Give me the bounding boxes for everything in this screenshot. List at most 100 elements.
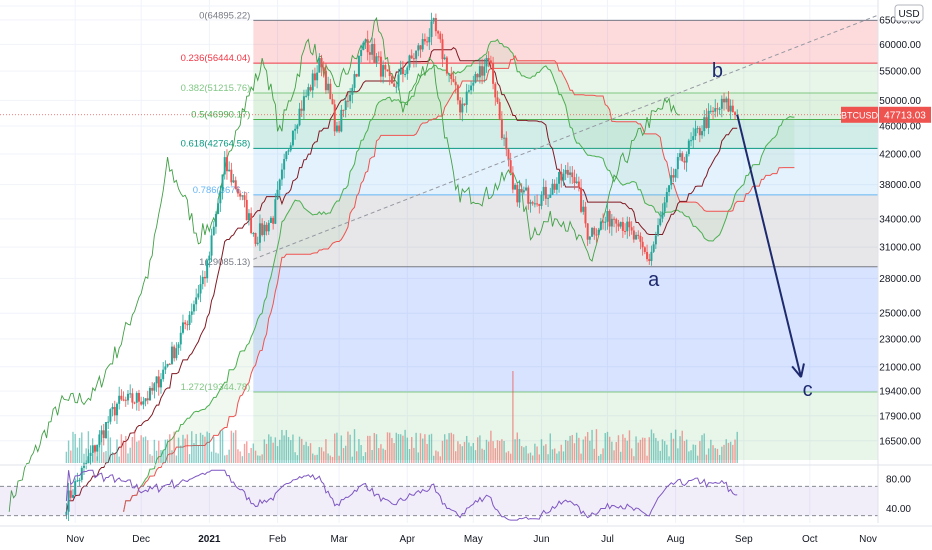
candle[interactable] xyxy=(131,388,134,409)
candle[interactable] xyxy=(309,84,312,92)
candle[interactable] xyxy=(692,127,695,148)
candle[interactable] xyxy=(648,253,651,265)
candle[interactable] xyxy=(373,38,376,64)
candle[interactable] xyxy=(410,49,413,59)
candle[interactable] xyxy=(318,53,321,73)
candle[interactable] xyxy=(580,179,583,214)
candle[interactable] xyxy=(296,123,299,134)
candle[interactable] xyxy=(701,125,704,139)
candle[interactable] xyxy=(663,196,666,217)
candle[interactable] xyxy=(599,217,602,231)
candle[interactable] xyxy=(272,215,275,230)
candle[interactable] xyxy=(212,221,215,236)
candle[interactable] xyxy=(439,31,442,43)
candle[interactable] xyxy=(74,478,77,496)
candle[interactable] xyxy=(89,445,92,465)
candle[interactable] xyxy=(731,99,734,113)
candle[interactable] xyxy=(170,341,173,366)
candle[interactable] xyxy=(674,168,677,182)
candle[interactable] xyxy=(630,221,633,235)
candle[interactable] xyxy=(280,163,283,186)
candle[interactable] xyxy=(80,465,83,483)
candle[interactable] xyxy=(179,325,182,351)
candle[interactable] xyxy=(615,217,618,233)
candle[interactable] xyxy=(591,227,594,238)
candle[interactable] xyxy=(705,108,708,129)
candle[interactable] xyxy=(274,193,277,225)
candle[interactable] xyxy=(87,449,90,464)
candle[interactable] xyxy=(232,173,235,184)
candle[interactable] xyxy=(562,169,565,186)
candle[interactable] xyxy=(421,33,424,52)
candle[interactable] xyxy=(511,166,514,194)
candle[interactable] xyxy=(115,402,118,425)
candle[interactable] xyxy=(474,71,477,84)
candle[interactable] xyxy=(472,75,475,92)
candle[interactable] xyxy=(659,211,662,227)
candle[interactable] xyxy=(549,187,552,198)
candle[interactable] xyxy=(595,228,598,243)
candle[interactable] xyxy=(107,416,110,430)
candle[interactable] xyxy=(487,51,490,68)
candle[interactable] xyxy=(67,482,70,521)
candle[interactable] xyxy=(687,138,690,157)
candle[interactable] xyxy=(709,105,712,114)
candle[interactable] xyxy=(289,142,292,153)
candle[interactable] xyxy=(430,12,433,46)
candle[interactable] xyxy=(547,194,550,208)
candle[interactable] xyxy=(144,398,147,407)
candle[interactable] xyxy=(404,69,407,78)
candle[interactable] xyxy=(408,54,411,71)
candle[interactable] xyxy=(632,225,635,243)
candle[interactable] xyxy=(335,121,338,133)
candle[interactable] xyxy=(390,74,393,84)
candle[interactable] xyxy=(454,76,457,94)
candle[interactable] xyxy=(364,39,367,50)
candle[interactable] xyxy=(71,489,74,499)
candle[interactable] xyxy=(509,152,512,173)
candle[interactable] xyxy=(210,228,213,263)
candle[interactable] xyxy=(672,168,675,183)
candle[interactable] xyxy=(617,219,620,232)
candle[interactable] xyxy=(287,148,290,155)
candle[interactable] xyxy=(236,186,239,197)
candle[interactable] xyxy=(153,382,156,399)
candle[interactable] xyxy=(265,222,268,236)
candle[interactable] xyxy=(377,51,380,62)
candle[interactable] xyxy=(203,271,206,287)
candle[interactable] xyxy=(221,174,224,200)
candle[interactable] xyxy=(331,94,334,105)
candle[interactable] xyxy=(397,68,400,91)
candle[interactable] xyxy=(564,165,567,181)
candle[interactable] xyxy=(665,187,668,208)
candle[interactable] xyxy=(652,241,655,253)
candle[interactable] xyxy=(285,151,288,162)
candle[interactable] xyxy=(681,151,684,162)
candle[interactable] xyxy=(118,386,121,410)
candle[interactable] xyxy=(241,195,244,201)
candle[interactable] xyxy=(190,303,193,323)
candle[interactable] xyxy=(384,61,387,78)
candle[interactable] xyxy=(516,182,519,207)
candle[interactable] xyxy=(177,342,180,355)
candle[interactable] xyxy=(593,226,596,240)
candle[interactable] xyxy=(406,65,409,80)
candle[interactable] xyxy=(360,44,363,63)
candle[interactable] xyxy=(313,67,316,87)
candle[interactable] xyxy=(573,169,576,190)
candle[interactable] xyxy=(432,17,435,24)
candle[interactable] xyxy=(483,58,486,83)
candle[interactable] xyxy=(230,162,233,186)
candle[interactable] xyxy=(307,83,310,100)
candle[interactable] xyxy=(423,33,426,45)
candle[interactable] xyxy=(683,156,686,170)
candle[interactable] xyxy=(690,132,693,147)
candle[interactable] xyxy=(263,220,266,242)
candle[interactable] xyxy=(555,177,558,195)
candle[interactable] xyxy=(419,45,422,58)
candle[interactable] xyxy=(505,131,508,157)
candle[interactable] xyxy=(553,179,556,194)
candle[interactable] xyxy=(258,214,261,252)
candle[interactable] xyxy=(718,107,721,115)
candle[interactable] xyxy=(140,396,143,406)
